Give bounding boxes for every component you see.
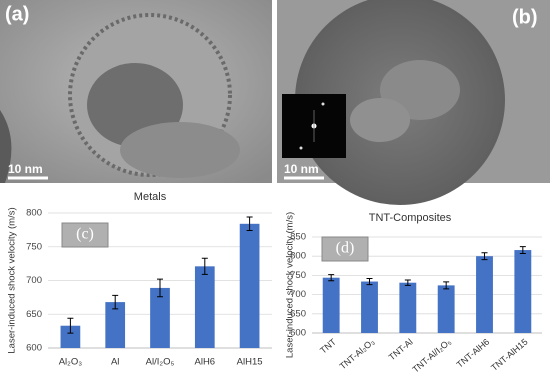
y-tick-label: 700 [290, 289, 306, 300]
x-tick-label: TNT-AlH15 [489, 337, 530, 373]
panel-label: (b) [512, 6, 538, 28]
x-tick-label: AlH15 [237, 357, 263, 368]
x-tick-label: TNT [318, 336, 338, 355]
y-tick-label: 650 [290, 308, 306, 319]
bar [514, 250, 532, 333]
error-bar [404, 279, 411, 286]
x-tick-label: AlH6 [195, 357, 216, 368]
x-tick-label: TNT-Al/I₂O₅ [410, 336, 453, 374]
error-bar [67, 317, 74, 334]
bar [105, 302, 126, 348]
error-bar [112, 294, 119, 310]
x-tick-label: TNT-Al [387, 337, 415, 363]
x-tick-label: Al/I₂O₅ [146, 357, 175, 368]
y-tick-label: 600 [290, 328, 306, 339]
y-tick-label: 850 [290, 232, 306, 243]
y-tick-label: 750 [290, 270, 306, 281]
panel-label: (c) [76, 226, 94, 243]
panel-label-box [61, 222, 109, 248]
error-bar [366, 277, 373, 286]
tem-image-a [0, 0, 272, 183]
chart-title: TNT-Composites [369, 212, 452, 224]
bar [60, 325, 81, 348]
y-tick-label: 800 [290, 251, 306, 262]
error-bar [519, 246, 526, 255]
panel-label: (d) [336, 240, 355, 257]
x-tick-label: TNT-Al₂O₃ [338, 336, 377, 371]
x-tick-label: TNT-AlH6 [455, 337, 492, 370]
y-tick-label: 800 [26, 208, 42, 219]
error-bar [328, 274, 335, 282]
scale-bar-label: 10 nm [284, 162, 319, 176]
error-bar [246, 216, 253, 232]
x-tick-label: Al [111, 357, 119, 368]
y-tick-label: 700 [26, 275, 42, 286]
bar [476, 256, 493, 333]
y-tick-label: 750 [26, 241, 42, 252]
error-bar [481, 252, 488, 261]
bar [239, 223, 260, 348]
bar [437, 285, 455, 333]
y-tick-label: 650 [26, 309, 42, 320]
x-tick-label: Al₂O₃ [59, 357, 83, 368]
tem-image-b [277, 0, 550, 205]
error-bar [443, 281, 450, 290]
error-bar [201, 257, 208, 275]
bar [361, 281, 378, 333]
y-axis-label: Laser-induced shock velocity (m/s) [7, 207, 18, 353]
chart-title: Metals [134, 191, 167, 203]
bar [399, 282, 417, 333]
error-bar [157, 278, 163, 298]
y-tick-label: 600 [26, 343, 42, 354]
y-axis-label: Laser-induced shock velocity (m/s) [285, 212, 296, 358]
bar [194, 266, 215, 348]
bar [322, 277, 340, 333]
scale-bar-label: 10 nm [8, 162, 43, 176]
panel-label-box [321, 236, 369, 262]
bar [150, 287, 170, 348]
panel-label: (a) [5, 3, 29, 25]
